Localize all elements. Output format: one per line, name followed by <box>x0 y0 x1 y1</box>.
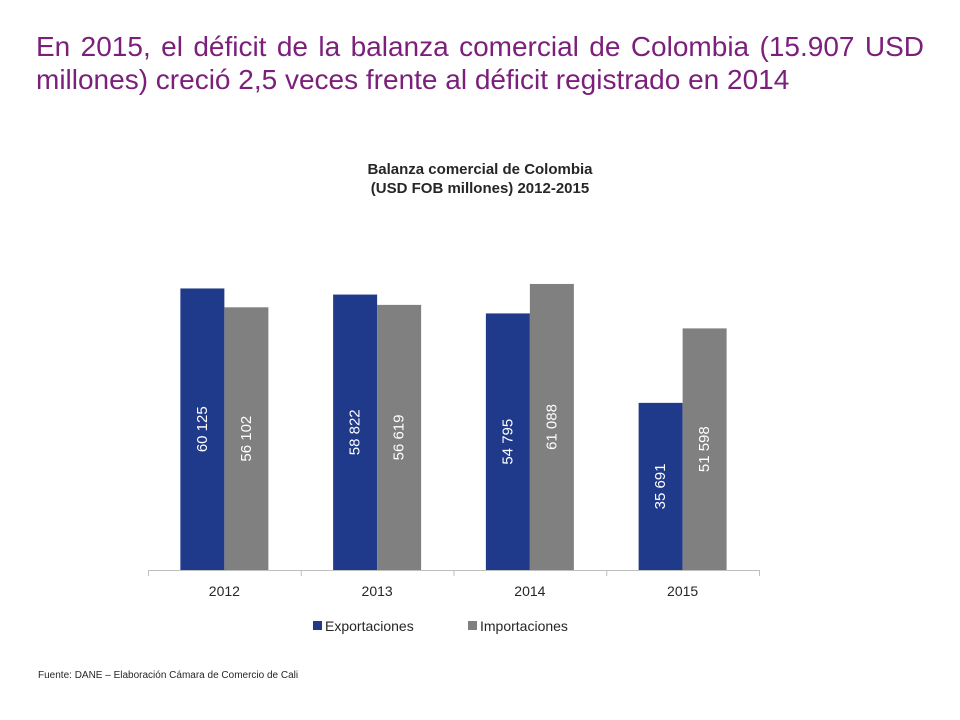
bar-importaciones-2012 <box>224 307 269 570</box>
bar-exportaciones-2013 <box>333 294 378 570</box>
source-note: Fuente: DANE – Elaboración Cámara de Com… <box>38 670 299 681</box>
data-label-exportaciones-2012: 60 125 <box>194 406 211 452</box>
bar-importaciones-2015 <box>682 328 727 570</box>
data-label-importaciones-2013: 56 619 <box>391 414 408 460</box>
bar-exportaciones-2015 <box>638 402 683 570</box>
x-tick-label-2012: 2012 <box>209 583 240 599</box>
data-label-importaciones-2014: 61 088 <box>543 404 560 450</box>
x-tick-label-2014: 2014 <box>514 583 545 599</box>
chart-title-line-1: Balanza comercial de Colombia <box>367 161 593 178</box>
bar-importaciones-2013 <box>377 304 422 570</box>
legend-swatch-importaciones <box>468 621 477 630</box>
x-tick-label-2013: 2013 <box>362 583 393 599</box>
bar-exportaciones-2014 <box>485 313 530 570</box>
headline: En 2015, el déficit de la balanza comerc… <box>36 31 924 95</box>
data-label-exportaciones-2014: 54 795 <box>499 419 516 465</box>
x-tick-label-2015: 2015 <box>667 583 698 599</box>
legend-label-importaciones: Importaciones <box>480 618 568 634</box>
chart-title-line-2: (USD FOB millones) 2012-2015 <box>370 180 590 197</box>
data-label-importaciones-2012: 56 102 <box>238 416 255 462</box>
legend-swatch-exportaciones <box>313 621 322 630</box>
data-label-exportaciones-2015: 35 691 <box>652 463 669 509</box>
legend-label-exportaciones: Exportaciones <box>325 618 414 634</box>
data-label-importaciones-2015: 51 598 <box>696 426 713 472</box>
bar-importaciones-2014 <box>529 283 574 570</box>
bar-exportaciones-2012 <box>180 288 225 570</box>
chart-title: Balanza comercial de Colombia (USD FOB m… <box>200 160 760 198</box>
data-label-exportaciones-2013: 58 822 <box>347 409 364 455</box>
